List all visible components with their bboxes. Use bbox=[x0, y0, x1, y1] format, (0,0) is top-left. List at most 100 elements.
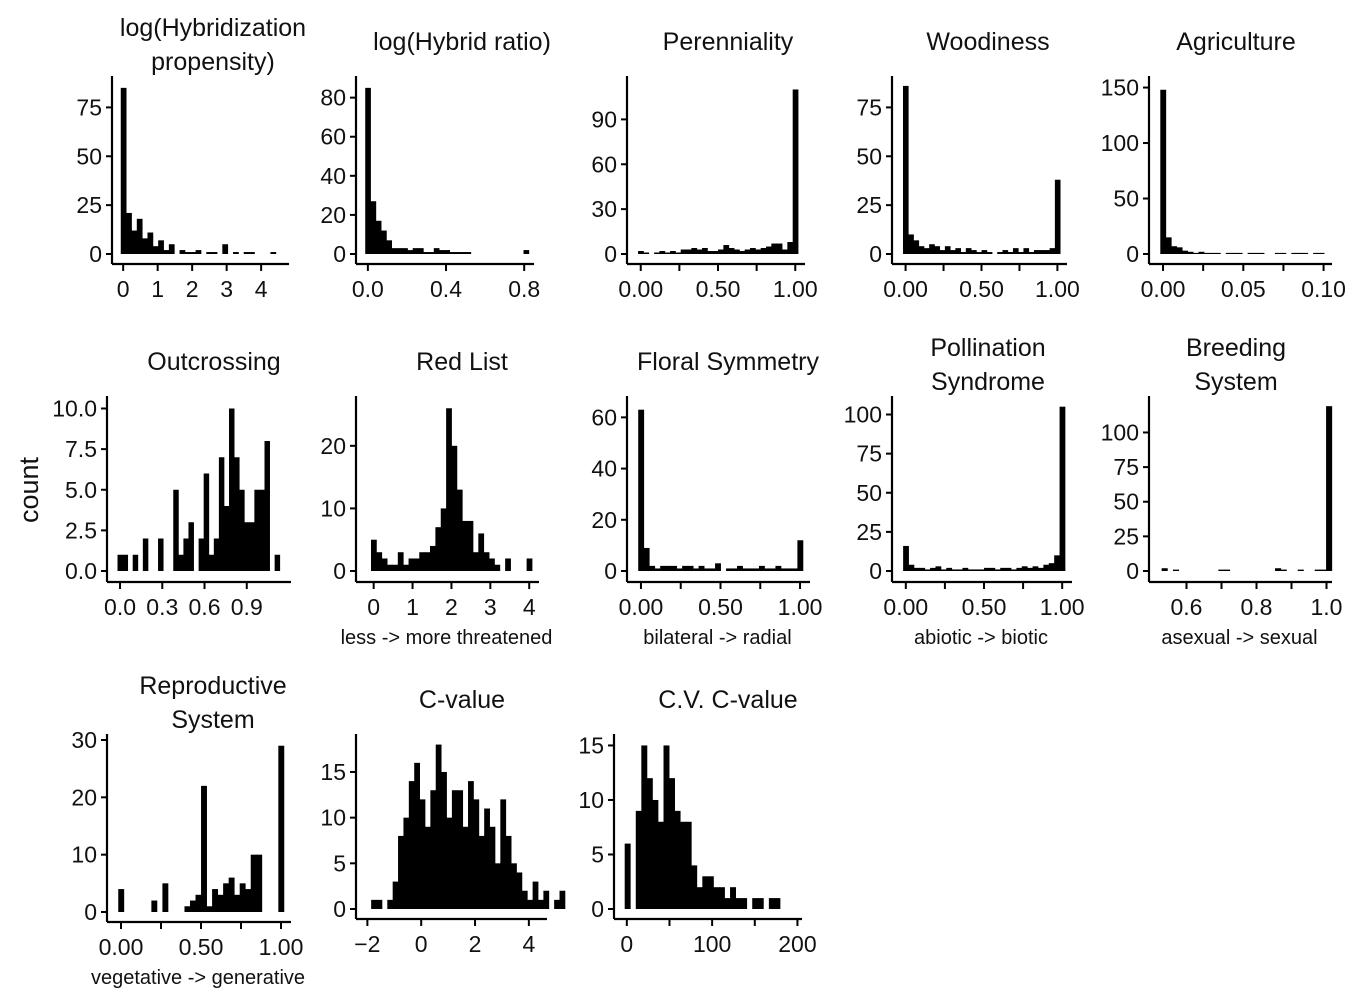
histogram-bar bbox=[718, 249, 724, 254]
histogram-bar bbox=[663, 745, 670, 909]
histogram-bar bbox=[433, 248, 440, 254]
histogram-bar bbox=[1021, 566, 1028, 571]
histogram-bar bbox=[737, 565, 743, 571]
histogram-bar bbox=[913, 240, 920, 254]
histogram-bar bbox=[142, 538, 149, 571]
histogram-bar bbox=[147, 232, 154, 254]
histogram-bar bbox=[654, 568, 661, 571]
histogram-bar bbox=[1028, 252, 1035, 254]
histogram-bar bbox=[249, 252, 255, 254]
histogram-bar bbox=[407, 250, 414, 254]
histogram-panel: Breeding System 0 25 50 75 100 0.6 0.8 1.0 asexual… bbox=[1101, 334, 1343, 649]
histogram-bar bbox=[1318, 252, 1325, 254]
x-axis-label: bilateral -> radial bbox=[643, 627, 791, 649]
histogram-bar bbox=[206, 252, 213, 254]
histogram-bar bbox=[523, 250, 530, 254]
histogram-bar bbox=[222, 244, 229, 254]
histogram-bar bbox=[465, 252, 472, 254]
histogram-bar bbox=[449, 252, 456, 254]
x-tick-label: 4 bbox=[255, 276, 268, 302]
histogram-bar bbox=[195, 894, 202, 912]
histogram-bar bbox=[402, 248, 408, 254]
histogram-bar bbox=[1274, 252, 1281, 254]
y-tick-label: 0 bbox=[84, 899, 97, 925]
histogram-bar bbox=[1218, 569, 1225, 571]
histogram-bar bbox=[742, 568, 749, 571]
y-tick-label: 10 bbox=[71, 842, 97, 868]
histogram-bar bbox=[370, 539, 377, 571]
histogram-bar bbox=[396, 248, 403, 254]
x-tick-label: 1.00 bbox=[1040, 594, 1085, 620]
x-tick-label: 2 bbox=[445, 594, 458, 620]
histogram-bar bbox=[735, 898, 742, 909]
histogram-bar bbox=[686, 249, 692, 254]
histogram-bar bbox=[211, 252, 218, 254]
x-tick-label: 1.00 bbox=[259, 934, 304, 960]
histogram-bar bbox=[787, 242, 794, 254]
histogram-bar bbox=[408, 781, 415, 909]
x-tick-label: 1.00 bbox=[1035, 276, 1080, 302]
histogram-bar bbox=[671, 565, 678, 571]
panel-title: Perenniality bbox=[663, 28, 794, 56]
histogram-bar bbox=[659, 251, 666, 254]
panel-title: Woodiness bbox=[926, 28, 1049, 56]
histogram-bar bbox=[764, 568, 771, 571]
histogram-bar bbox=[923, 248, 930, 254]
y-tick-label: 40 bbox=[591, 456, 617, 482]
histogram-bar bbox=[173, 489, 179, 571]
histogram-bar bbox=[774, 898, 781, 909]
histogram-bar bbox=[158, 240, 164, 254]
y-tick-label: 100 bbox=[844, 402, 882, 428]
y-tick-label: 90 bbox=[591, 106, 617, 132]
histogram-bar bbox=[1314, 569, 1321, 571]
histogram-bar bbox=[472, 552, 479, 571]
histogram-bar bbox=[408, 558, 415, 571]
histogram-bar bbox=[903, 545, 909, 571]
y-tick-label: 75 bbox=[856, 441, 882, 467]
y-tick-label: 60 bbox=[591, 404, 617, 430]
histogram-bar bbox=[682, 565, 689, 571]
histogram-bar bbox=[419, 799, 426, 909]
histogram-bar bbox=[687, 565, 694, 571]
histogram-bar bbox=[212, 889, 219, 912]
histogram-bar bbox=[439, 250, 445, 254]
y-tick-label: 0.0 bbox=[65, 558, 97, 584]
histogram-bar bbox=[494, 564, 501, 571]
x-tick-label: 1.00 bbox=[778, 594, 823, 620]
histogram-bar bbox=[376, 552, 383, 571]
panel-title: Syndrome bbox=[931, 368, 1045, 396]
histogram-bar bbox=[766, 246, 772, 254]
histogram-bar bbox=[178, 554, 184, 571]
histogram-bar bbox=[462, 520, 468, 571]
histogram-bar bbox=[1280, 252, 1287, 254]
x-tick-label: 1.00 bbox=[773, 276, 818, 302]
histogram-bar bbox=[142, 238, 148, 254]
histogram-bar bbox=[670, 251, 676, 254]
panel-title: System bbox=[1194, 368, 1277, 396]
histogram-bar bbox=[752, 898, 759, 909]
x-tick-label: 0 bbox=[367, 594, 380, 620]
histogram-bar bbox=[387, 564, 393, 571]
histogram-bar bbox=[264, 441, 270, 571]
histogram-bar bbox=[908, 234, 914, 254]
histogram-bar bbox=[919, 567, 926, 571]
histogram-bar bbox=[417, 248, 424, 254]
x-tick-label: 0.50 bbox=[696, 276, 741, 302]
histogram-bar bbox=[715, 563, 721, 571]
x-tick-label: 0.50 bbox=[962, 594, 1007, 620]
histogram-bar bbox=[505, 558, 511, 571]
histogram-bar bbox=[654, 252, 660, 254]
histogram-bar bbox=[1000, 567, 1007, 571]
histogram-bar bbox=[741, 898, 748, 909]
histogram-bar bbox=[256, 854, 263, 912]
histogram-bar bbox=[913, 567, 920, 571]
histogram-bar bbox=[278, 745, 285, 912]
x-tick-label: 0.0 bbox=[352, 276, 384, 302]
histogram-bar bbox=[713, 887, 720, 909]
x-tick-label: 0.6 bbox=[1171, 594, 1203, 620]
histogram-panel: C-value 0 5 10 15 −2 0 2 4 bbox=[320, 686, 566, 957]
histogram-bar bbox=[771, 243, 778, 254]
histogram-bar bbox=[1054, 555, 1060, 571]
histogram-bar bbox=[162, 883, 169, 912]
